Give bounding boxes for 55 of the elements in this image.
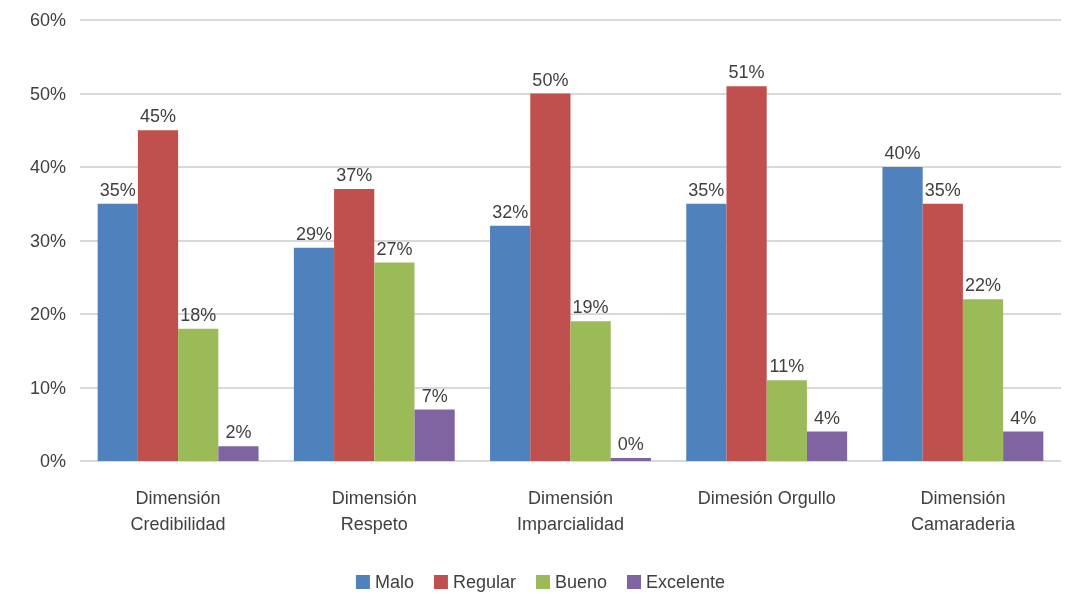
data-label: 35% — [924, 179, 961, 200]
bar — [178, 328, 219, 461]
bar — [530, 93, 571, 461]
data-label: 0% — [617, 434, 644, 454]
data-label: 2% — [225, 422, 252, 443]
data-label: 22% — [964, 275, 1002, 296]
bar — [137, 130, 179, 461]
data-label: 40% — [884, 143, 921, 163]
legend-label: Malo — [374, 572, 414, 592]
x-tick-label: Dimensión Imparcialidad — [516, 488, 625, 534]
y-tick-label: 50% — [29, 83, 66, 104]
bar — [293, 247, 335, 461]
bar — [806, 431, 848, 461]
data-label: 50% — [532, 69, 569, 90]
data-label: 45% — [139, 106, 177, 127]
bar — [374, 262, 415, 461]
bar — [882, 167, 923, 461]
legend-label: Regular — [452, 572, 516, 592]
bar — [726, 86, 767, 461]
bar — [218, 446, 259, 461]
x-tick-label: Dimensión Credibilidad — [130, 488, 226, 534]
legend-label: Excelente — [646, 572, 726, 592]
bar — [686, 203, 727, 461]
y-tick-label: 40% — [29, 157, 66, 177]
data-label: 7% — [421, 385, 448, 406]
data-label: 11% — [769, 356, 805, 377]
data-label: 51% — [728, 62, 765, 83]
y-tick-label: 60% — [29, 10, 66, 30]
bar — [414, 409, 455, 461]
bar — [334, 189, 375, 461]
data-label: 29% — [295, 223, 332, 244]
y-tick-label: 30% — [29, 230, 66, 251]
data-label: 37% — [336, 165, 373, 186]
data-label: 35% — [688, 179, 725, 200]
x-tick-label: Dimesión Orgullo — [697, 488, 836, 508]
bar — [490, 225, 531, 461]
data-label: 19% — [572, 297, 609, 318]
bar — [766, 380, 807, 461]
data-label: 4% — [1010, 407, 1037, 428]
y-tick-label: 20% — [29, 304, 66, 324]
bar — [1003, 431, 1044, 461]
bar — [570, 321, 611, 461]
y-tick-label: 10% — [29, 377, 66, 398]
data-label: 18% — [180, 304, 217, 325]
data-label: 4% — [814, 407, 841, 428]
x-tick-label: Dimensión Respeto — [331, 488, 417, 534]
data-label: 32% — [492, 201, 529, 222]
bar — [962, 299, 1004, 461]
data-label: 27% — [376, 238, 413, 259]
legend-label: Bueno — [554, 572, 608, 592]
data-label: 35% — [99, 179, 136, 200]
bar — [922, 203, 963, 461]
bar — [97, 203, 138, 461]
x-tick-label: Dimensión Camaraderia — [910, 488, 1016, 534]
y-tick-label: 0% — [39, 451, 66, 471]
